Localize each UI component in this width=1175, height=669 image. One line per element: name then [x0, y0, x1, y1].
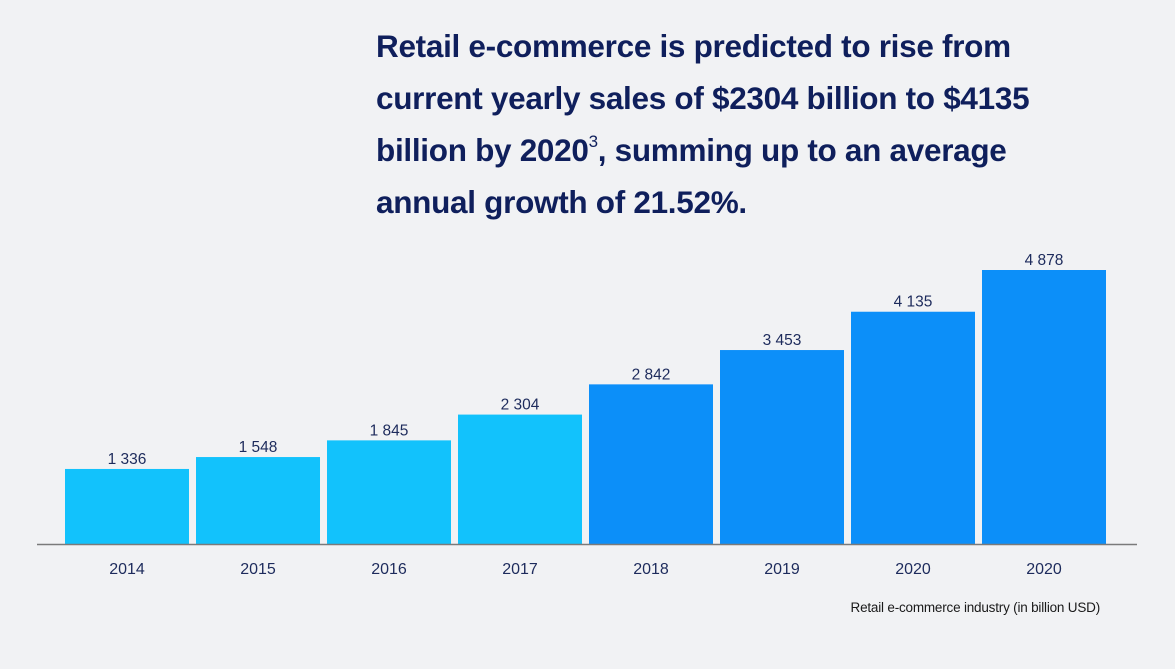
value-label: 1 548	[239, 439, 278, 456]
footnote-marker: 3	[588, 132, 598, 151]
x-tick-label: 2014	[109, 561, 145, 578]
value-label: 4 135	[894, 294, 933, 311]
value-label: 2 842	[632, 366, 671, 383]
x-tick-label: 2017	[502, 561, 538, 578]
bar-2020-7	[982, 270, 1106, 544]
bar-2014-0	[65, 468, 189, 544]
value-label: 1 336	[108, 451, 147, 468]
bar-2019-5	[720, 350, 844, 544]
bar-2016-2	[327, 440, 451, 544]
x-tick-label: 2016	[371, 561, 407, 578]
headline-text: Retail e-commerce is predicted to rise f…	[376, 28, 1030, 168]
value-label: 1 845	[370, 422, 409, 439]
value-label: 2 304	[501, 397, 540, 414]
x-tick-label: 2015	[240, 561, 276, 578]
headline-text-end: , summing up to an average annual growth…	[376, 132, 1007, 220]
value-labels-group: 1 336 1 548 1 845 2 304 2 842 3 453 4 135 4 878	[108, 252, 1064, 468]
value-label: 3 453	[763, 332, 802, 349]
bar-2015-1	[196, 457, 320, 544]
bars-group	[65, 270, 1106, 544]
headline: Retail e-commerce is predicted to rise f…	[376, 20, 1096, 228]
x-tick-label: 2020	[1026, 561, 1062, 578]
chart-caption: Retail e-commerce industry (in billion U…	[850, 600, 1101, 615]
bar-2020-6	[851, 311, 975, 544]
x-tick-labels-group: 2014 2015 2016 2017 2018 2019 2020 2020	[109, 561, 1062, 578]
bar-2018-4	[589, 384, 713, 544]
x-tick-label: 2020	[895, 561, 931, 578]
bar-2017-3	[458, 414, 582, 544]
x-tick-label: 2019	[764, 561, 800, 578]
x-tick-label: 2018	[633, 561, 669, 578]
value-label: 4 878	[1025, 252, 1064, 269]
